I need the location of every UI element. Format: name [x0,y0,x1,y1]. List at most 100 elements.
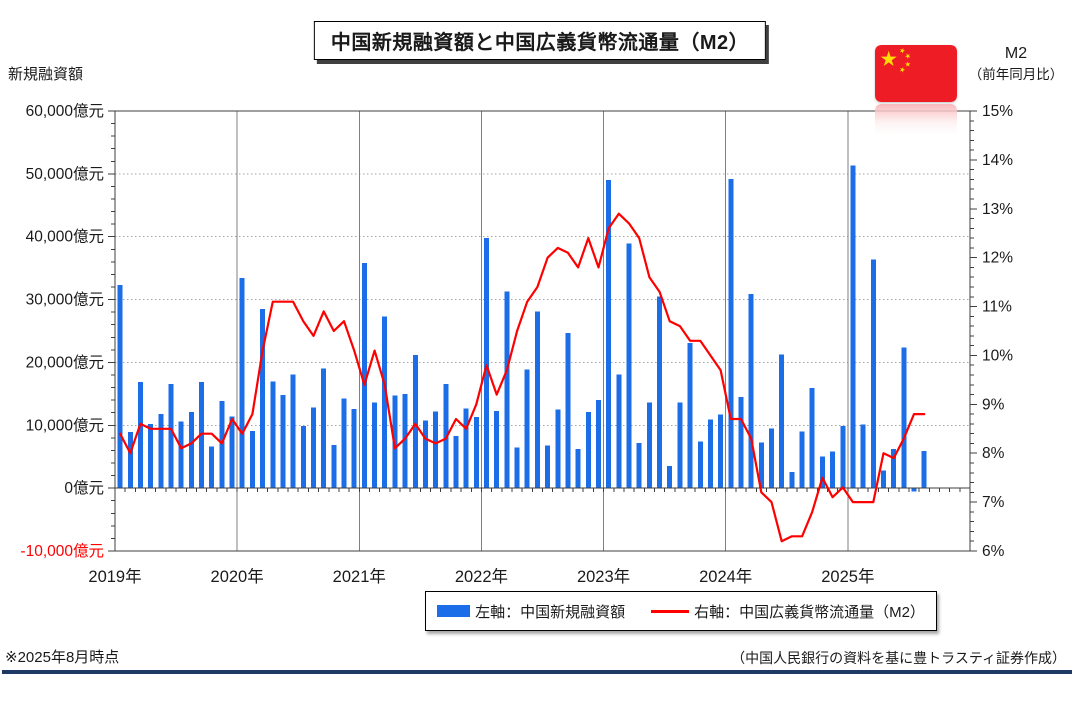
bar-new-loans [819,456,825,489]
bar-new-loans [555,409,561,489]
bar-new-loans [921,451,927,489]
bar-new-loans [911,488,917,492]
right-axis-tick-label: 15% [982,103,1013,120]
x-axis-year-label: 2025年 [821,567,874,586]
bar-new-loans [494,410,500,489]
bar-new-loans [769,428,775,489]
bar-new-loans [158,413,164,489]
bar-new-loans [860,424,866,489]
bar-new-loans [830,451,836,489]
right-axis-tick-label: 11% [982,299,1012,316]
chart-legend: 左軸：中国新規融資額 右軸：中国広義貨幣流通量（M2） [425,591,937,631]
bar-new-loans [443,383,449,489]
bar-new-loans [188,412,194,489]
bar-new-loans [433,411,439,489]
bar-new-loans [697,441,703,489]
legend-bar-label: 左軸：中国新規融資額 [475,603,626,621]
x-axis-year-label: 2023年 [577,567,630,586]
right-axis-tick-label: 9% [982,396,1005,413]
right-axis-tick-label: 14% [982,152,1013,169]
bar-new-loans [748,293,754,489]
bar-new-loans [870,259,876,489]
bar-new-loans [677,402,683,489]
bar-new-loans [718,414,724,489]
bar-new-loans [260,309,266,489]
bar-new-loans [127,432,133,489]
bar-new-loans [463,408,469,489]
bar-new-loans [545,445,551,489]
bar-new-loans [321,368,327,489]
x-axis-year-label: 2024年 [699,567,752,586]
m2-line [118,212,926,543]
footnote-source: （中国人民銀行の資料を基に豊トラスティ証券作成） [731,650,1066,666]
bar-new-loans [657,296,663,489]
bar-new-loans [534,311,540,489]
bar-new-loans [840,425,846,489]
bar-new-loans [809,388,815,489]
right-axis-title-line1: M2 [1004,45,1028,62]
bar-new-loans [575,449,581,489]
left-axis-tick-label: 0億元 [64,479,104,497]
bar-new-loans [402,393,408,489]
legend-line-label: 右軸：中国広義貨幣流通量（M2） [694,603,925,621]
right-axis-tick-label: 6% [982,543,1005,560]
bar-new-loans [626,243,632,489]
bar-new-loans [687,342,693,489]
left-axis-tick-label: 40,000億元 [26,228,104,246]
bar-new-loans [636,442,642,489]
bar-new-loans [880,470,886,489]
bar-new-loans [280,395,286,489]
bar-new-loans [412,354,418,489]
bar-new-loans [891,449,897,489]
bar-series-swatch [437,605,471,617]
bar-new-loans [422,420,428,489]
left-axis-title: 新規融資額 [8,66,84,83]
footnote-as-of-date: ※2025年8月時点 [5,649,120,666]
left-axis-tick-label: 20,000億元 [26,353,104,371]
bar-new-loans [524,369,530,489]
bar-new-loans [148,424,154,489]
right-axis-tick-label: 10% [982,347,1013,364]
bar-new-loans [707,419,713,489]
x-axis-year-label: 2020年 [211,567,264,586]
bar-new-loans [850,165,856,489]
bar-new-loans [178,421,184,489]
left-axis-tick-label: 50,000億元 [26,165,104,183]
bar-new-loans [331,444,337,489]
bar-new-loans [239,278,245,489]
chart-title: 中国新規融資額と中国広義貨幣流通量（M2） [313,21,767,60]
bar-new-loans [514,447,520,489]
bar-new-loans [728,178,734,489]
bar-new-loans [290,374,296,489]
line-series-swatch [651,609,690,613]
bar-new-loans [595,400,601,489]
bar-new-loans [779,354,785,489]
bar-new-loans [758,442,764,489]
china-flag-reflection [875,104,957,134]
bar-new-loans [310,407,316,489]
left-axis-tick-label: -10,000億元 [20,542,104,560]
bar-new-loans [351,408,357,489]
bar-new-loans [667,466,673,489]
legend-item-bar: 左軸：中国新規融資額 [437,601,625,622]
bar-new-loans [382,316,388,489]
bar-new-loans [372,402,378,489]
left-axis-tick-label: 10,000億元 [26,416,104,434]
bar-new-loans [300,425,306,489]
bar-new-loans [484,237,490,489]
bar-new-loans [249,430,255,489]
bar-new-loans [117,285,123,489]
bar-new-loans [504,291,510,489]
right-axis-tick-label: 13% [982,201,1013,218]
x-axis-year-label: 2022年 [455,567,508,586]
bar-new-loans [606,180,612,489]
bar-new-loans [901,347,907,489]
x-axis-year-label: 2021年 [333,567,386,586]
bar-new-loans [738,397,744,489]
china-flag-image [875,45,957,102]
left-axis-tick-label: 30,000億元 [26,291,104,309]
bar-new-loans [341,398,347,489]
bar-new-loans [789,471,795,489]
right-axis-tick-label: 8% [982,445,1005,462]
